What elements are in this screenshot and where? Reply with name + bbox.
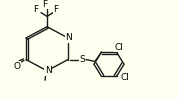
Text: F: F: [42, 0, 48, 9]
Text: N: N: [66, 33, 72, 42]
Text: N: N: [45, 66, 51, 75]
Text: F: F: [33, 5, 39, 14]
Text: S: S: [79, 55, 85, 64]
Text: Cl: Cl: [120, 73, 129, 82]
Text: F: F: [53, 5, 59, 14]
Text: O: O: [14, 62, 20, 71]
Text: Cl: Cl: [114, 43, 123, 52]
